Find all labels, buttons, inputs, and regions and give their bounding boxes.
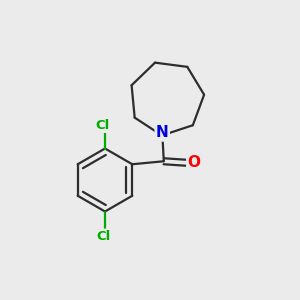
Text: N: N [156, 125, 169, 140]
Text: Cl: Cl [96, 230, 111, 243]
Text: Cl: Cl [95, 119, 109, 132]
Text: O: O [187, 155, 200, 170]
Text: N: N [156, 125, 169, 140]
